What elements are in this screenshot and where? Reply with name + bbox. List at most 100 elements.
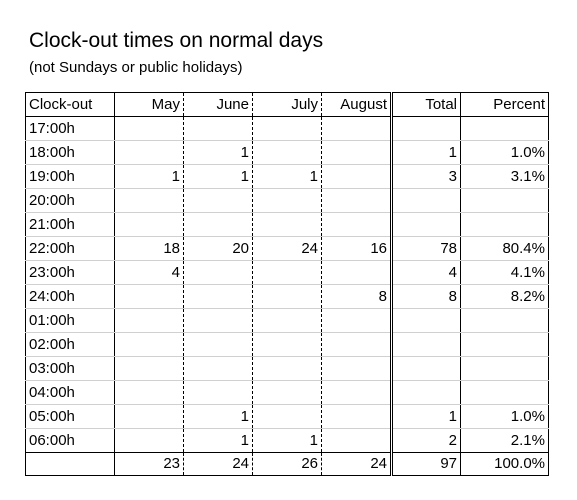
header-cell-august[interactable]: August (321, 92, 393, 117)
cell-august[interactable] (321, 260, 393, 285)
cell-june[interactable] (183, 284, 253, 309)
cell-august[interactable] (321, 164, 393, 189)
cell-august[interactable] (321, 404, 393, 429)
header-cell-july[interactable]: July (252, 92, 322, 117)
cell-may[interactable] (114, 284, 184, 309)
cell-percent[interactable]: 8.2% (460, 284, 549, 309)
cell-july[interactable] (252, 404, 322, 429)
cell-total[interactable] (391, 212, 461, 237)
cell-clock-out[interactable]: 05:00h (25, 404, 115, 429)
cell-june[interactable]: 1 (183, 428, 253, 453)
cell-clock-out[interactable]: 06:00h (25, 428, 115, 453)
cell-august[interactable] (321, 140, 393, 165)
cell-clock-out[interactable]: 02:00h (25, 332, 115, 357)
cell-percent[interactable] (460, 356, 549, 381)
cell-july[interactable] (252, 308, 322, 333)
cell-total[interactable]: 78 (391, 236, 461, 261)
cell-july[interactable] (252, 260, 322, 285)
cell-may[interactable] (114, 116, 184, 141)
cell-percent[interactable]: 3.1% (460, 164, 549, 189)
cell-may[interactable] (114, 428, 184, 453)
cell-may[interactable] (114, 140, 184, 165)
cell-july[interactable] (252, 212, 322, 237)
total-cell-clock-out[interactable] (25, 452, 115, 476)
header-cell-percent[interactable]: Percent (460, 92, 549, 117)
cell-clock-out[interactable]: 20:00h (25, 188, 115, 213)
cell-clock-out[interactable]: 03:00h (25, 356, 115, 381)
cell-may[interactable] (114, 308, 184, 333)
cell-total[interactable] (391, 332, 461, 357)
cell-july[interactable] (252, 116, 322, 141)
cell-percent[interactable]: 2.1% (460, 428, 549, 453)
total-cell-july[interactable]: 26 (252, 452, 322, 476)
cell-june[interactable] (183, 116, 253, 141)
cell-percent[interactable]: 1.0% (460, 404, 549, 429)
cell-clock-out[interactable]: 01:00h (25, 308, 115, 333)
cell-may[interactable] (114, 332, 184, 357)
cell-total[interactable]: 3 (391, 164, 461, 189)
cell-percent[interactable] (460, 116, 549, 141)
cell-august[interactable] (321, 428, 393, 453)
cell-july[interactable] (252, 140, 322, 165)
cell-clock-out[interactable]: 04:00h (25, 380, 115, 405)
cell-june[interactable] (183, 356, 253, 381)
cell-clock-out[interactable]: 23:00h (25, 260, 115, 285)
cell-may[interactable] (114, 380, 184, 405)
total-cell-total[interactable]: 97 (391, 452, 461, 476)
cell-august[interactable] (321, 212, 393, 237)
cell-august[interactable]: 16 (321, 236, 393, 261)
cell-may[interactable]: 4 (114, 260, 184, 285)
cell-clock-out[interactable]: 18:00h (25, 140, 115, 165)
header-cell-may[interactable]: May (114, 92, 184, 117)
total-cell-august[interactable]: 24 (321, 452, 393, 476)
cell-may[interactable]: 18 (114, 236, 184, 261)
cell-total[interactable]: 4 (391, 260, 461, 285)
cell-total[interactable]: 2 (391, 428, 461, 453)
cell-percent[interactable]: 4.1% (460, 260, 549, 285)
header-cell-clock-out[interactable]: Clock-out (25, 92, 115, 117)
cell-percent[interactable] (460, 188, 549, 213)
cell-june[interactable]: 1 (183, 404, 253, 429)
cell-percent[interactable]: 1.0% (460, 140, 549, 165)
cell-june[interactable] (183, 308, 253, 333)
cell-june[interactable] (183, 332, 253, 357)
cell-august[interactable] (321, 380, 393, 405)
cell-july[interactable] (252, 332, 322, 357)
cell-total[interactable]: 8 (391, 284, 461, 309)
cell-june[interactable]: 20 (183, 236, 253, 261)
cell-percent[interactable] (460, 308, 549, 333)
cell-clock-out[interactable]: 22:00h (25, 236, 115, 261)
cell-total[interactable] (391, 356, 461, 381)
cell-clock-out[interactable]: 19:00h (25, 164, 115, 189)
cell-clock-out[interactable]: 21:00h (25, 212, 115, 237)
header-cell-total[interactable]: Total (391, 92, 461, 117)
total-cell-percent[interactable]: 100.0% (460, 452, 549, 476)
cell-august[interactable] (321, 356, 393, 381)
cell-june[interactable] (183, 260, 253, 285)
cell-clock-out[interactable]: 24:00h (25, 284, 115, 309)
cell-may[interactable] (114, 356, 184, 381)
cell-july[interactable] (252, 380, 322, 405)
cell-june[interactable] (183, 212, 253, 237)
cell-july[interactable]: 1 (252, 164, 322, 189)
cell-may[interactable] (114, 404, 184, 429)
cell-july[interactable] (252, 356, 322, 381)
cell-clock-out[interactable]: 17:00h (25, 116, 115, 141)
cell-august[interactable]: 8 (321, 284, 393, 309)
cell-percent[interactable]: 80.4% (460, 236, 549, 261)
cell-total[interactable] (391, 308, 461, 333)
cell-august[interactable] (321, 332, 393, 357)
total-cell-may[interactable]: 23 (114, 452, 184, 476)
cell-may[interactable] (114, 188, 184, 213)
total-cell-june[interactable]: 24 (183, 452, 253, 476)
cell-june[interactable]: 1 (183, 164, 253, 189)
cell-percent[interactable] (460, 380, 549, 405)
cell-july[interactable] (252, 188, 322, 213)
cell-may[interactable] (114, 212, 184, 237)
cell-percent[interactable] (460, 332, 549, 357)
cell-july[interactable]: 1 (252, 428, 322, 453)
cell-june[interactable] (183, 380, 253, 405)
cell-total[interactable]: 1 (391, 140, 461, 165)
cell-august[interactable] (321, 188, 393, 213)
header-cell-june[interactable]: June (183, 92, 253, 117)
